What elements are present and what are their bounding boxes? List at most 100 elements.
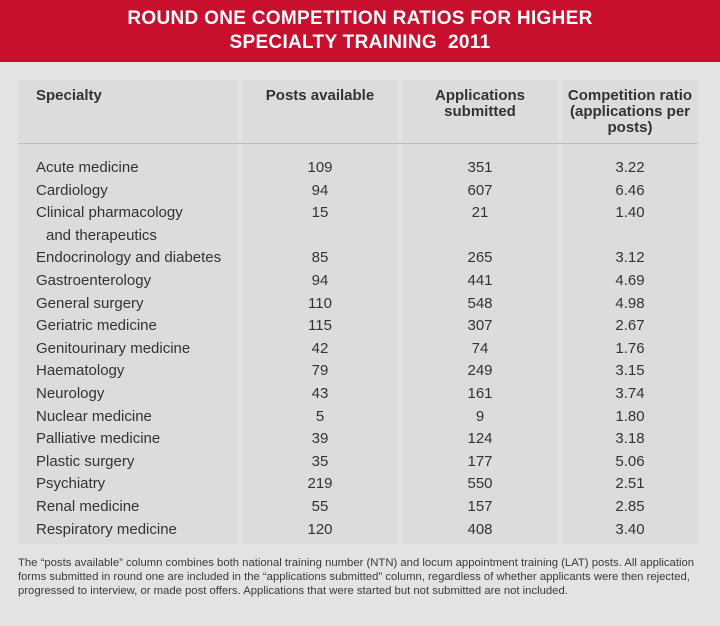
specialty-name-line: General surgery (36, 294, 144, 312)
competition-ratio-value: 4.98 (615, 294, 645, 312)
table-row: General surgery 110 548 4.98 (18, 293, 698, 316)
specialty-name-line: Haematology (36, 362, 125, 380)
applications-submitted-value: 249 (467, 362, 493, 380)
applications-submitted-value: 307 (467, 317, 493, 335)
competition-ratio-value: 2.67 (615, 317, 645, 335)
specialty-name: Neurology (36, 383, 246, 406)
applications-submitted-value: 161 (467, 384, 493, 402)
competition-ratio-value: 4.69 (615, 271, 645, 289)
title-banner: ROUND ONE COMPETITION RATIOS FOR HIGHER … (0, 0, 720, 62)
header-applications-submitted: Applications submitted (434, 87, 525, 120)
competition-ratio-value: 1.40 (615, 204, 645, 222)
header-divider (18, 143, 698, 144)
competition-ratio-value: 3.18 (615, 430, 645, 448)
table-row: Nuclear medicine 5 9 1.80 (18, 406, 698, 429)
posts-available-value: 94 (311, 181, 329, 199)
table-row: Acute medicine 109 351 3.22 (18, 157, 698, 180)
posts-available-value: 55 (311, 497, 329, 515)
posts-available-value: 5 (315, 407, 325, 425)
specialty-name-line: Clinical pharmacology (36, 204, 183, 222)
column-background-specialty (18, 80, 238, 544)
table-row: Cardiology 94 607 6.46 (18, 180, 698, 203)
competition-ratio-value: 3.12 (615, 249, 645, 267)
table-row: Respiratory medicine 120 408 3.40 (18, 519, 698, 542)
specialty-name-line: Psychiatry (36, 475, 106, 493)
competition-ratio-value: 5.06 (615, 452, 645, 470)
applications-submitted-value: 177 (467, 452, 493, 470)
competition-ratio-table: Specialty Posts available Applications s… (18, 80, 698, 544)
specialty-name: Respiratory medicine (36, 519, 246, 542)
applications-submitted-value: 351 (467, 159, 493, 176)
applications-submitted-value: 74 (471, 339, 489, 357)
table-row: Psychiatry 219 550 2.51 (18, 473, 698, 496)
posts-available-value: 42 (311, 339, 329, 357)
specialty-name-line: Nuclear medicine (36, 407, 152, 425)
header-posts-available: Posts available (265, 87, 375, 104)
specialty-name: Genitourinary medicine (36, 338, 246, 361)
competition-ratio-value: 1.76 (615, 339, 645, 357)
specialty-name: Palliative medicine (36, 428, 246, 451)
specialty-name-line: Respiratory medicine (36, 520, 177, 538)
competition-ratio-value: 6.46 (615, 181, 645, 199)
posts-available-value: 109 (307, 159, 333, 176)
header-competition-ratio: Competition ratio (applications per post… (567, 87, 693, 136)
column-background-posts (242, 80, 398, 544)
posts-available-value: 120 (307, 520, 333, 538)
specialty-name-line-2: and therapeutics (46, 226, 157, 244)
specialty-name: Cardiology (36, 180, 246, 203)
table-row: Renal medicine 55 157 2.85 (18, 496, 698, 519)
posts-available-value: 35 (311, 452, 329, 470)
applications-submitted-value: 408 (467, 520, 493, 538)
applications-submitted-value: 548 (467, 294, 493, 312)
column-background-ratio (562, 80, 698, 544)
specialty-name: Psychiatry (36, 473, 246, 496)
competition-ratio-value: 3.22 (615, 159, 645, 176)
posts-available-value: 85 (311, 249, 329, 267)
competition-ratio-value: 2.85 (615, 497, 645, 515)
specialty-name: Haematology (36, 360, 246, 383)
posts-available-value: 115 (308, 317, 332, 335)
table-row: Genitourinary medicine 42 74 1.76 (18, 338, 698, 361)
specialty-name-line: Genitourinary medicine (36, 339, 191, 357)
specialty-name-line: Acute medicine (36, 159, 139, 176)
competition-ratio-value: 2.51 (615, 475, 645, 493)
posts-available-value: 94 (311, 271, 329, 289)
specialty-name: General surgery (36, 293, 246, 316)
posts-available-value: 39 (311, 430, 329, 448)
applications-submitted-value: 607 (467, 181, 493, 199)
specialty-name-line: Geriatric medicine (36, 317, 157, 335)
specialty-name: Clinical pharmacology and therapeutics (36, 202, 246, 247)
specialty-name: Gastroenterology (36, 270, 246, 293)
specialty-name-line: Endocrinology and diabetes (36, 249, 222, 267)
specialty-name-line: Cardiology (36, 181, 108, 199)
applications-submitted-value: 157 (467, 497, 493, 515)
specialty-name-line: Gastroenterology (36, 271, 152, 289)
specialty-name-line: Renal medicine (36, 497, 140, 515)
competition-ratio-value: 3.74 (615, 384, 645, 402)
posts-available-value: 110 (308, 294, 332, 312)
table-row: Neurology 43 161 3.74 (18, 383, 698, 406)
posts-available-value: 43 (311, 384, 329, 402)
table-row: Gastroenterology 94 441 4.69 (18, 270, 698, 293)
table-row: Plastic surgery 35 177 5.06 (18, 451, 698, 474)
specialty-name: Acute medicine (36, 157, 246, 180)
posts-available-value: 219 (307, 475, 333, 493)
table-body: Acute medicine 109 351 3.22 Cardiology 94 607 6… (18, 157, 698, 541)
specialty-name: Renal medicine (36, 496, 246, 519)
specialty-name: Plastic surgery (36, 451, 246, 474)
column-background-applications (402, 80, 558, 544)
header-specialty: Specialty (36, 87, 102, 104)
competition-ratio-value: 1.80 (615, 407, 645, 425)
specialty-name: Geriatric medicine (36, 315, 246, 338)
posts-available-value: 15 (311, 204, 329, 222)
table-row: Haematology 79 249 3.15 (18, 360, 698, 383)
applications-submitted-value: 265 (467, 249, 493, 267)
applications-submitted-value: 21 (471, 204, 489, 222)
table-row: Endocrinology and diabetes 85 265 3.12 (18, 247, 698, 270)
table-row: Palliative medicine 39 124 3.18 (18, 428, 698, 451)
applications-submitted-value: 9 (475, 407, 485, 425)
applications-submitted-value: 124 (467, 430, 493, 448)
competition-ratio-value: 3.15 (615, 362, 645, 380)
table-row: Clinical pharmacology and therapeutics 15 2… (18, 202, 698, 247)
specialty-name-line: Palliative medicine (36, 430, 161, 448)
